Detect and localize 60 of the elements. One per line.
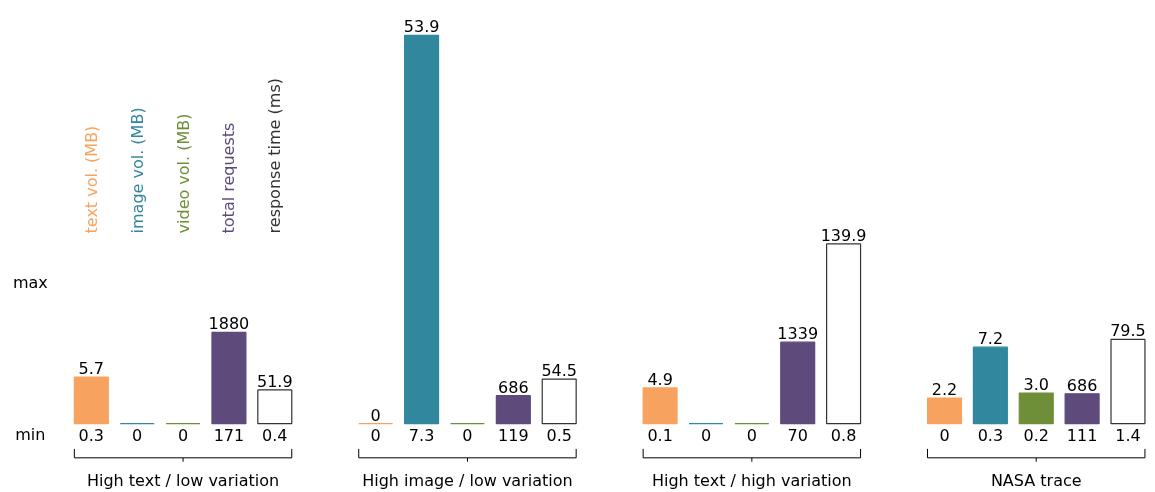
- text: 0: [370, 425, 381, 445]
- text: 0.3: [977, 425, 1004, 445]
- text: 0: [177, 425, 189, 445]
- annotation: 2.2: [931, 380, 958, 400]
- text: total requests: [219, 122, 239, 234]
- bar: [211, 331, 247, 425]
- x-tick-label: High text / high variation: [651, 470, 852, 490]
- annotation: 139.9: [820, 225, 867, 245]
- text: 119: [498, 425, 529, 445]
- bar: [1110, 338, 1146, 425]
- text: 0: [746, 425, 757, 445]
- annotation: 3.0: [1023, 375, 1049, 395]
- text: image vol. (MB): [127, 107, 147, 234]
- text: 0.3: [78, 425, 105, 445]
- annotation: 5.7: [78, 359, 105, 379]
- bar: [73, 376, 109, 425]
- bar: [972, 346, 1008, 425]
- annotation: 1880: [208, 314, 250, 334]
- bar: [257, 389, 293, 425]
- annotation: 4.9: [647, 369, 673, 389]
- bar: [926, 397, 963, 425]
- text: 70: [787, 425, 808, 445]
- text: video vol. (MB): [173, 113, 193, 234]
- text: 0.4: [262, 425, 288, 445]
- text: 0.8: [830, 425, 857, 445]
- bar: [826, 243, 862, 425]
- x-tick-label: NASA trace: [990, 470, 1082, 490]
- annotation: 1339: [777, 324, 819, 344]
- text: 0.1: [647, 425, 673, 445]
- bar: [495, 395, 531, 425]
- x-tick-label: High image / low variation: [362, 470, 573, 490]
- annotation: max: [12, 273, 48, 293]
- bar: [642, 387, 678, 425]
- text: 0.2: [1023, 425, 1049, 445]
- text: 1.4: [1115, 425, 1141, 445]
- annotation: 0: [370, 405, 381, 425]
- text: 111: [1066, 425, 1098, 445]
- text: 171: [213, 425, 245, 445]
- text: 0.5: [546, 425, 572, 445]
- bar: [1064, 393, 1100, 425]
- text: min: [15, 425, 46, 445]
- bar: [404, 34, 440, 425]
- text: text vol. (MB): [81, 125, 101, 234]
- text: response time (ms): [265, 78, 285, 234]
- text: 0: [700, 425, 712, 445]
- text: 0: [462, 425, 473, 445]
- annotation: 686: [498, 377, 529, 397]
- annotation: 53.9: [403, 17, 440, 37]
- bar: [541, 378, 577, 425]
- annotation: 79.5: [1110, 321, 1146, 341]
- text: 7.3: [408, 425, 435, 445]
- text: 0: [939, 425, 950, 445]
- annotation: 686: [1066, 375, 1098, 395]
- text: 0: [132, 425, 143, 445]
- annotation: 7.2: [977, 329, 1004, 349]
- annotation: 51.9: [256, 371, 293, 391]
- bar: [780, 341, 816, 425]
- x-tick-label: High text / low variation: [86, 470, 280, 490]
- bar: [1018, 392, 1054, 425]
- annotation: 54.5: [541, 361, 578, 381]
